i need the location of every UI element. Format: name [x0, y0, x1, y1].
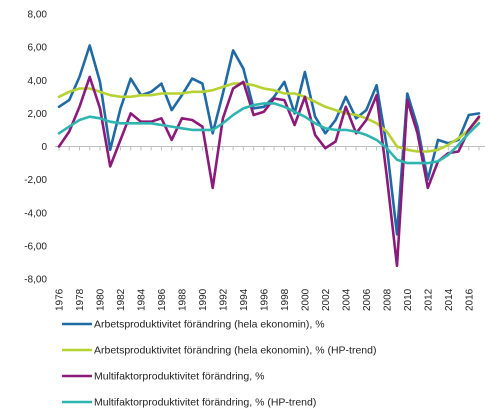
- series-line-2: [57, 82, 481, 153]
- y-tick-label: 8,00: [28, 10, 48, 21]
- y-tick-label: -4,00: [24, 208, 47, 219]
- x-tick-label: 1982: [116, 288, 127, 311]
- legend-label: Arbetsproduktivitet förändring (hela eko…: [94, 345, 376, 357]
- x-tick-label: 1984: [136, 288, 147, 311]
- x-tick-label: 2000: [300, 288, 311, 311]
- series-lines: [57, 44, 481, 268]
- x-tick-label: 2010: [403, 288, 414, 311]
- x-tick-label: 2014: [444, 288, 455, 311]
- x-tick-label: 1976: [55, 288, 66, 311]
- y-tick-label: 2,00: [28, 109, 48, 120]
- legend-item: Arbetsproduktivitet förändring (hela eko…: [62, 319, 325, 331]
- legend-label: Multifaktorproduktivitet förändring, % (…: [94, 397, 316, 409]
- x-tick-label: 1990: [198, 288, 209, 311]
- x-tick-label: 1988: [177, 288, 188, 311]
- y-tick-label: 0: [41, 142, 47, 153]
- x-tick-label: 2016: [464, 288, 475, 311]
- x-tick-label: 1986: [157, 288, 168, 311]
- legend-item: Arbetsproduktivitet förändring (hela eko…: [62, 345, 376, 357]
- x-tick-label: 2004: [341, 288, 352, 311]
- x-tick-label: 2008: [382, 288, 393, 311]
- x-axis: 1976 1978 1980 1982 1984 1986 1988 1990 1992 1994…: [55, 146, 480, 311]
- y-tick-label: -2,00: [24, 175, 47, 186]
- legend-label: Arbetsproduktivitet förändring (hela eko…: [94, 319, 325, 331]
- x-tick-label: 1992: [218, 288, 229, 311]
- y-axis: 8,00 6,00 4,00 2,00 0 -2,00 -4,00 -6,00 -8,00: [24, 10, 47, 286]
- y-tick-label: -8,00: [24, 275, 47, 286]
- x-tick-label: 2012: [423, 288, 434, 311]
- series-line-3: [57, 75, 481, 268]
- x-tick-label: 1994: [239, 288, 250, 311]
- x-tick-label: 1996: [259, 288, 270, 311]
- series-line-4: [57, 102, 481, 165]
- x-tick-label: 1978: [75, 288, 86, 311]
- x-tick-label: 1980: [95, 288, 106, 311]
- x-tick-label: 2006: [362, 288, 373, 311]
- series-line-1: [57, 44, 481, 236]
- y-tick-label: 4,00: [28, 76, 48, 87]
- legend-item: Multifaktorproduktivitet förändring, % (…: [62, 397, 316, 409]
- legend-item: Multifaktorproduktivitet förändring, %: [62, 371, 264, 383]
- y-tick-label: -6,00: [24, 241, 47, 252]
- y-tick-label: 6,00: [28, 43, 48, 54]
- legend: Arbetsproduktivitet förändring (hela eko…: [62, 319, 376, 409]
- legend-label: Multifaktorproduktivitet förändring, %: [94, 371, 264, 383]
- x-tick-label: 1998: [280, 288, 291, 311]
- x-tick-label: 2002: [321, 288, 332, 311]
